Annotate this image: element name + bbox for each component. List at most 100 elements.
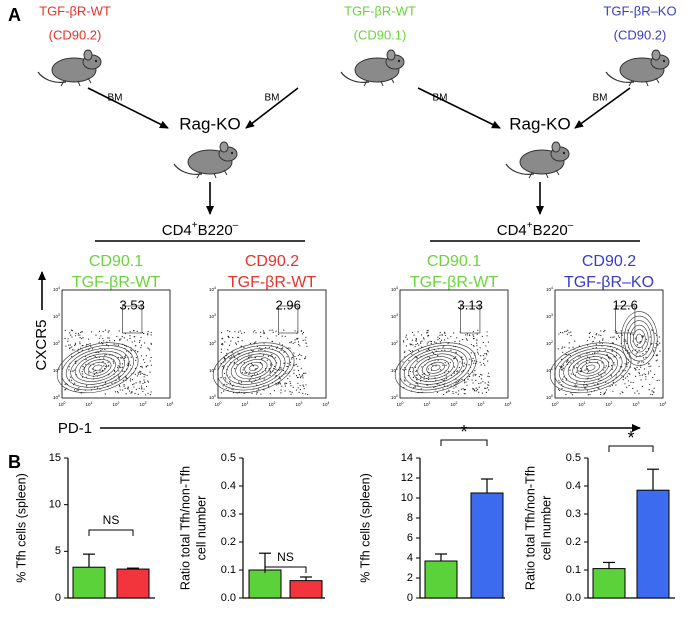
tick-exponent: 0: [557, 401, 559, 405]
contour: [563, 350, 618, 385]
event-dot: [483, 362, 485, 364]
x-tick-label: 101: [242, 401, 249, 407]
event-dot: [579, 370, 582, 373]
event-dot: [484, 387, 486, 389]
event-dot: [653, 349, 655, 351]
y-tick-label: 10: [401, 492, 413, 504]
event-dot: [95, 334, 97, 336]
event-dot: [300, 354, 302, 357]
event-dot: [614, 364, 616, 366]
event-dot: [426, 343, 428, 345]
event-dot: [100, 335, 102, 337]
event-dot: [655, 360, 657, 362]
event-dot: [456, 337, 458, 339]
event-dot: [118, 330, 120, 332]
event-dot: [137, 372, 139, 374]
event-dot: [615, 338, 618, 340]
event-dot: [139, 371, 141, 374]
event-dot: [588, 357, 590, 359]
event-dot: [279, 383, 282, 385]
event-dot: [121, 336, 123, 338]
event-dot: [236, 363, 238, 366]
event-dot: [484, 364, 486, 366]
contour: [226, 350, 281, 385]
event-dot: [621, 334, 623, 336]
tick-exponent: 4: [214, 286, 216, 290]
y-tick-label: 103: [391, 313, 398, 319]
event-dot: [412, 376, 415, 378]
event-dot: [405, 368, 407, 371]
event-dot: [595, 333, 598, 335]
event-dot: [634, 392, 636, 394]
event-dot: [118, 370, 120, 372]
event-dot: [608, 357, 610, 359]
event-dot: [605, 389, 608, 391]
event-dot: [98, 341, 100, 343]
event-dot: [290, 385, 292, 387]
event-dot: [116, 390, 119, 393]
event-dot: [269, 393, 271, 395]
tick-exponent: 4: [510, 401, 512, 405]
y-tick-label: 4: [407, 552, 413, 564]
event-dot: [649, 336, 651, 338]
y-tick-label: 5: [55, 545, 61, 557]
event-dot: [108, 330, 110, 332]
y-tick-label: 0.1: [566, 564, 581, 576]
event-dot: [71, 349, 73, 351]
event-dot: [604, 372, 606, 374]
tick-exponent: 0: [396, 394, 398, 398]
event-dot: [569, 369, 571, 371]
event-dot: [408, 349, 410, 351]
event-dot: [234, 368, 236, 370]
event-dot: [243, 367, 245, 369]
event-dot: [433, 352, 435, 354]
event-dot: [638, 369, 640, 371]
event-dot: [297, 382, 299, 384]
gate: [615, 305, 636, 334]
event-dot: [70, 376, 72, 378]
event-dot: [642, 357, 645, 359]
event-dot: [476, 342, 478, 344]
event-dot: [659, 342, 661, 344]
event-dot: [468, 334, 471, 336]
tick-exponent: 3: [483, 401, 485, 405]
event-dot: [240, 345, 242, 347]
event-dot: [641, 361, 643, 363]
event-dot: [415, 382, 417, 384]
event-dot: [286, 365, 288, 368]
event-dot: [241, 340, 243, 342]
x-tick-label: 100: [215, 401, 222, 407]
event-dot: [559, 381, 561, 383]
event-dot: [122, 389, 124, 391]
x-tick-label: 104: [323, 401, 330, 407]
event-dot: [472, 357, 474, 360]
event-dot: [262, 354, 265, 356]
event-dot: [279, 342, 281, 344]
event-dot: [430, 342, 432, 345]
event-dot: [73, 349, 75, 351]
mouse: [173, 141, 238, 179]
event-dot: [79, 336, 81, 339]
event-dot: [281, 385, 283, 387]
y-axis-label: cell number: [539, 496, 553, 561]
event-dot: [576, 367, 578, 369]
event-dot: [636, 352, 639, 354]
event-dot: [140, 366, 142, 368]
event-dot: [221, 342, 224, 345]
event-dot: [559, 365, 561, 367]
y-tick-label: 103: [53, 313, 60, 319]
event-dot: [437, 338, 439, 341]
event-dot: [64, 388, 66, 390]
event-dot: [427, 335, 430, 337]
event-dot: [612, 390, 614, 392]
event-dot: [131, 391, 133, 394]
event-dot: [459, 340, 461, 342]
event-dot: [297, 365, 299, 367]
event-dot: [71, 330, 73, 332]
event-dot: [621, 391, 623, 393]
x-tick-label: 103: [633, 401, 640, 407]
event-dot: [471, 379, 473, 381]
event-dot: [227, 330, 229, 332]
tick-exponent: 2: [58, 340, 60, 344]
event-dot: [635, 356, 637, 358]
